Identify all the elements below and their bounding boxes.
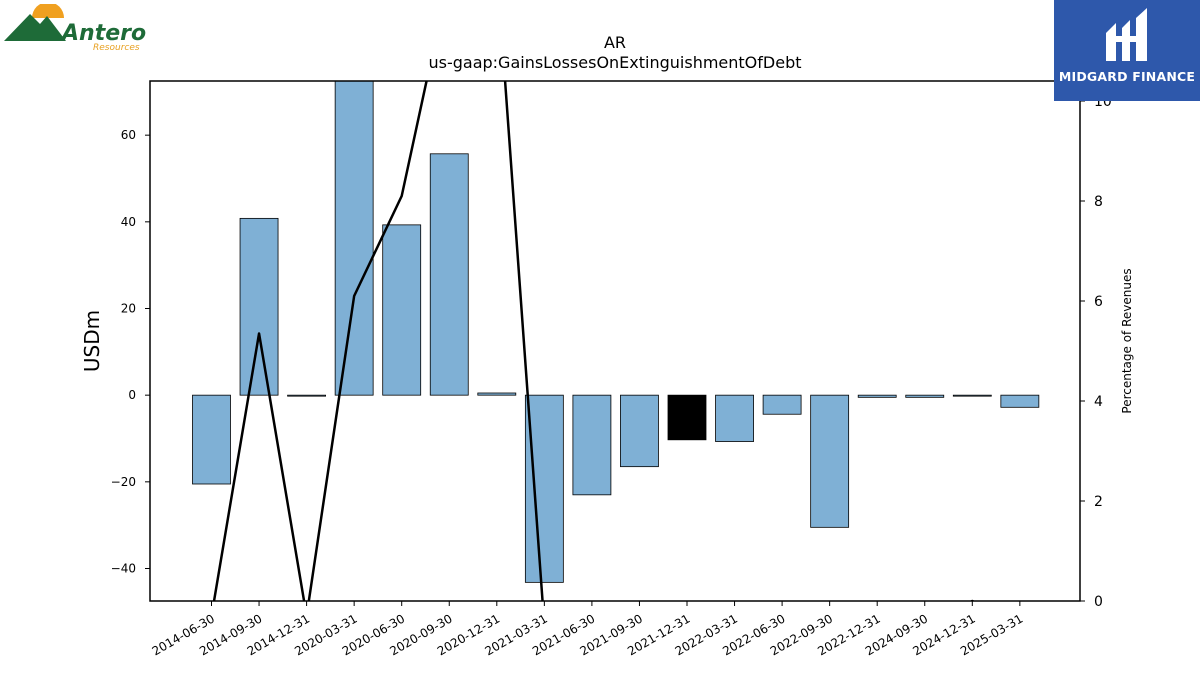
antero-mountain-icon: Antero Resources — [4, 2, 146, 53]
y-tick-label: −40 — [111, 562, 136, 576]
y2-tick-label: 2 — [1094, 494, 1103, 510]
midgard-wordmark: MIDGARD FINANCE — [1058, 69, 1196, 84]
bar-2022-06-30 — [762, 394, 802, 415]
bar-2014-09-30 — [239, 217, 279, 396]
revenue-percentage-line — [212, 81, 975, 601]
bar-2025-03-31 — [1000, 394, 1040, 408]
y-tick-label: 0 — [128, 388, 136, 402]
bar-2020-06-30 — [382, 224, 422, 396]
midgard-logo: MIDGARD FINANCE — [1054, 0, 1200, 101]
bar-2020-03-31 — [334, 81, 374, 396]
bar-2014-06-30 — [192, 394, 231, 485]
bar-2014-12-31 — [287, 394, 327, 397]
y-tick-label: 60 — [121, 128, 136, 142]
bar-2022-03-31 — [715, 394, 754, 442]
y2-tick-label: 8 — [1094, 194, 1103, 210]
line-series — [212, 81, 975, 601]
y2-tick-label: 0 — [1094, 594, 1103, 610]
x-axis: 2014-06-302014-09-302014-12-312020-03-31… — [150, 601, 1025, 658]
chart-title: AR — [604, 33, 626, 52]
antero-logo: Antero Resources — [4, 2, 154, 56]
bar-2024-12-31 — [952, 394, 992, 397]
y-axis-label: USDm — [80, 310, 104, 372]
y2-tick-label: 4 — [1094, 394, 1103, 410]
bar-2020-12-31 — [477, 392, 517, 396]
y-tick-label: 40 — [121, 215, 136, 229]
bar-2021-06-30 — [572, 394, 612, 496]
antero-wordmark: Antero — [60, 21, 146, 46]
bar-2022-09-30 — [810, 394, 850, 528]
bar-2021-09-30 — [620, 394, 659, 468]
antero-subtitle: Resources — [93, 43, 140, 53]
y-tick-label: 20 — [121, 302, 136, 316]
bar-2024-09-30 — [905, 394, 945, 398]
y-axis-left: −40 −20 0 20 40 60 — [111, 128, 150, 576]
y2-axis-label: Percentage of Revenues — [1120, 268, 1134, 413]
bar-2020-09-30 — [429, 153, 469, 396]
midgard-emblem-icon — [1106, 8, 1147, 61]
plot-frame — [149, 80, 1081, 602]
y2-tick-label: 6 — [1094, 294, 1103, 310]
bar-2022-12-31 — [857, 394, 897, 398]
bar-series — [192, 81, 1040, 583]
y-tick-label: −20 — [111, 475, 136, 489]
chart-subtitle: us-gaap:GainsLossesOnExtinguishmentOfDeb… — [428, 53, 801, 72]
bar-2021-03-31 — [524, 394, 564, 583]
bar-2021-12-31 — [667, 394, 707, 441]
